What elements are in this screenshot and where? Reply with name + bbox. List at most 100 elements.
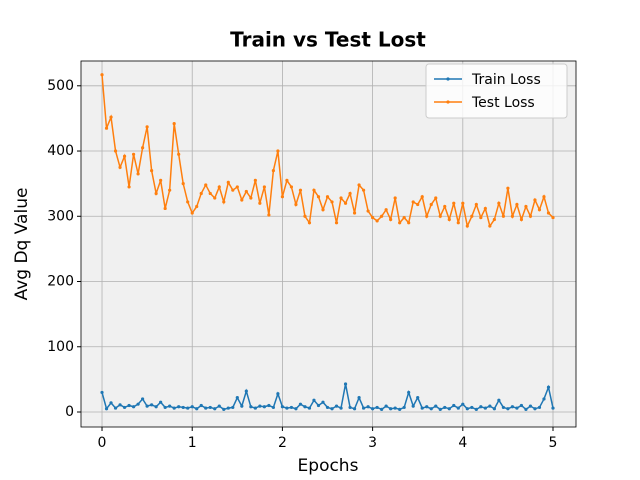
- point: [204, 406, 208, 410]
- point: [122, 154, 127, 158]
- point: [339, 196, 343, 200]
- point: [316, 195, 321, 199]
- point: [416, 202, 420, 207]
- point: [186, 200, 190, 204]
- point: [443, 405, 447, 410]
- point: [524, 204, 528, 209]
- point: [361, 406, 366, 410]
- point: [447, 217, 451, 222]
- point: [253, 406, 257, 410]
- point: [181, 182, 185, 186]
- point: [429, 407, 433, 411]
- point: [312, 398, 316, 402]
- point: [150, 169, 154, 173]
- point: [465, 407, 469, 411]
- point: [244, 389, 248, 393]
- point: [519, 403, 524, 408]
- point: [515, 406, 519, 410]
- point: [483, 206, 487, 211]
- point: [321, 208, 325, 212]
- point: [294, 202, 298, 207]
- point: [131, 152, 136, 156]
- point: [249, 405, 253, 409]
- point: [141, 397, 145, 401]
- point: [145, 404, 149, 408]
- point: [488, 404, 492, 408]
- x-tick-label: 1: [188, 435, 197, 451]
- point: [271, 405, 275, 410]
- point: [438, 407, 442, 411]
- point: [235, 396, 239, 400]
- point: [407, 390, 411, 395]
- legend-label: Test Loss: [471, 95, 535, 111]
- point: [280, 195, 285, 199]
- legend-marker: [446, 100, 450, 104]
- point: [303, 405, 307, 409]
- y-tick-label: 400: [47, 143, 74, 159]
- point: [163, 206, 167, 211]
- point: [298, 188, 303, 192]
- y-tick-label: 300: [47, 208, 74, 224]
- point: [334, 404, 339, 408]
- point: [352, 211, 357, 215]
- point: [542, 397, 546, 401]
- point: [501, 405, 505, 410]
- x-tick-label: 3: [368, 435, 377, 451]
- point: [465, 224, 469, 228]
- point: [551, 406, 555, 410]
- point: [235, 185, 239, 189]
- point: [190, 405, 194, 409]
- point: [361, 188, 366, 192]
- x-tick-label: 4: [458, 435, 467, 451]
- point: [456, 406, 460, 410]
- point: [109, 401, 113, 405]
- point: [393, 406, 397, 410]
- point: [172, 406, 176, 410]
- point: [537, 208, 542, 212]
- point: [199, 403, 203, 408]
- point: [271, 169, 275, 173]
- x-axis-label: Epochs: [298, 456, 359, 476]
- point: [447, 407, 451, 411]
- point: [316, 403, 321, 408]
- point: [375, 219, 379, 223]
- point: [452, 201, 456, 205]
- point: [213, 407, 217, 411]
- point: [249, 196, 253, 200]
- point: [393, 196, 397, 200]
- point: [470, 405, 474, 410]
- point: [267, 403, 271, 408]
- point: [330, 407, 334, 411]
- point: [416, 396, 420, 400]
- point: [204, 183, 208, 187]
- point: [380, 214, 384, 218]
- x-tick-label: 2: [278, 435, 287, 451]
- y-axis-label: Avg Dq Value: [12, 188, 32, 301]
- point: [177, 405, 181, 409]
- point: [154, 191, 158, 196]
- point: [159, 400, 163, 404]
- point: [528, 404, 533, 408]
- point: [366, 209, 370, 213]
- point: [100, 390, 104, 395]
- point: [348, 405, 352, 410]
- point: [510, 405, 515, 409]
- point: [497, 201, 501, 205]
- point: [420, 195, 424, 199]
- point: [195, 204, 199, 209]
- point: [226, 406, 230, 410]
- point: [208, 405, 212, 410]
- point: [483, 406, 487, 410]
- point: [168, 188, 172, 192]
- point: [474, 407, 478, 411]
- point: [285, 178, 289, 182]
- point: [136, 172, 140, 176]
- point: [240, 404, 244, 408]
- point: [479, 405, 483, 409]
- point: [501, 214, 505, 218]
- point: [357, 183, 361, 187]
- point: [425, 214, 429, 218]
- point: [289, 405, 294, 410]
- plot-area: [81, 61, 576, 427]
